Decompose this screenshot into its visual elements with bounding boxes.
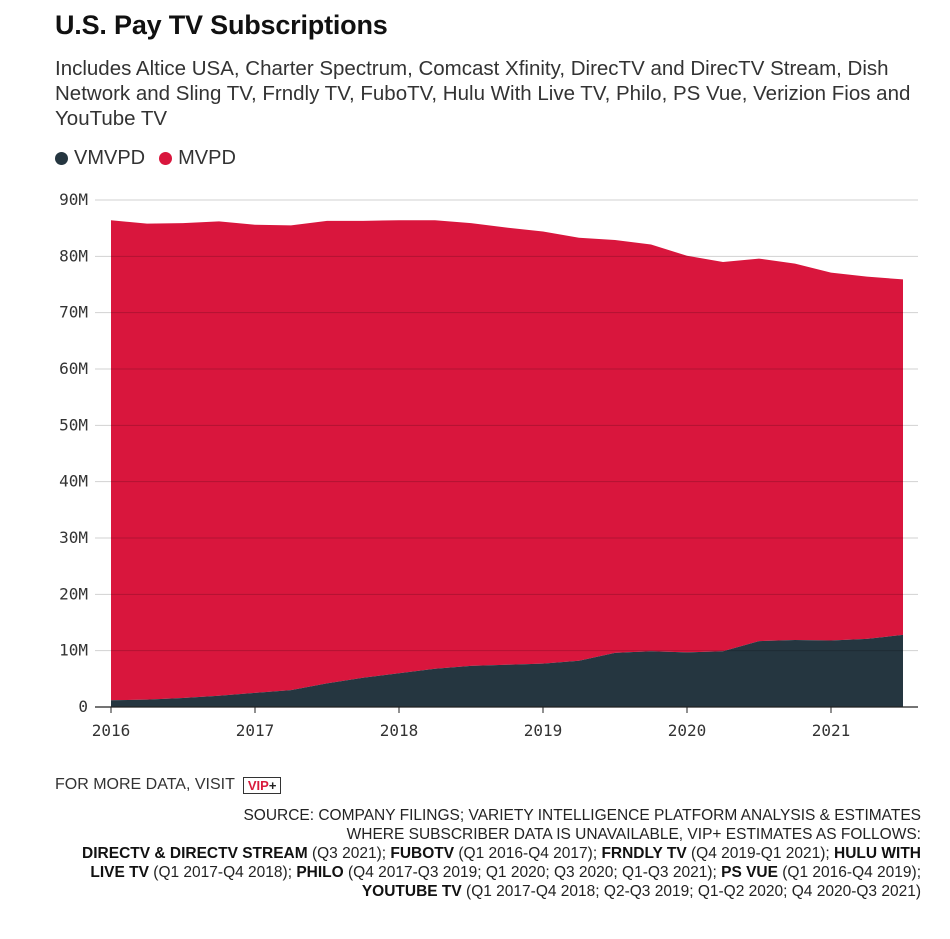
chart-title: U.S. Pay TV Subscriptions	[55, 10, 388, 40]
note-detail: (Q4 2017-Q3 2019; Q1 2020; Q3 2020; Q1-Q…	[343, 864, 722, 881]
y-tick-label: 10M	[59, 641, 88, 660]
x-tick-label: 2021	[812, 721, 851, 740]
note-name: DIRECTV & DIRECTV STREAM	[82, 845, 308, 862]
x-tick-label: 2016	[92, 721, 131, 740]
note-detail: (Q1 2017-Q4 2018);	[148, 864, 297, 881]
chart-subtitle: Includes Altice USA, Charter Spectrum, C…	[55, 57, 911, 130]
x-tick-label: 2020	[668, 721, 707, 740]
source-notes: SOURCE: COMPANY FILINGS; VARIETY INTELLI…	[61, 806, 921, 901]
legend-swatch-vmvpd	[55, 152, 68, 165]
legend-item-mvpd: MVPD	[159, 147, 236, 170]
y-tick-label: 50M	[59, 415, 88, 434]
note-name: HULU WITH LIVE TV	[90, 845, 921, 881]
note-name: FRNDLY TV	[601, 845, 687, 862]
more-data-label: FOR MORE DATA, VISIT	[55, 776, 235, 793]
source-line-2: WHERE SUBSCRIBER DATA IS UNAVAILABLE, VI…	[346, 826, 921, 843]
x-tick-label: 2019	[524, 721, 563, 740]
legend: VMVPD MVPD	[55, 147, 250, 170]
note-name: YOUTUBE TV	[361, 883, 462, 900]
vip-text: VIP	[247, 777, 269, 793]
legend-item-vmvpd: VMVPD	[55, 147, 145, 170]
more-data-row: FOR MORE DATA, VISIT VIP+	[55, 776, 282, 794]
note-name: FUBOTV	[390, 845, 455, 862]
y-tick-label: 60M	[59, 359, 88, 378]
vmvpd-area	[111, 634, 903, 707]
y-tick-label: 80M	[59, 246, 88, 265]
estimate-notes: DIRECTV & DIRECTV STREAM (Q3 2021); FUBO…	[61, 844, 921, 901]
note-name: PS VUE	[721, 864, 778, 881]
y-tick-label: 0	[78, 697, 88, 716]
mvpd-area	[111, 220, 903, 701]
legend-swatch-mvpd	[159, 152, 173, 165]
note-detail: (Q1 2016-Q4 2017);	[454, 845, 602, 862]
x-tick-label: 2018	[380, 721, 419, 740]
y-tick-label: 20M	[59, 584, 88, 603]
stacked-area-chart: 0 10M 20M 30M 40M 50M 60M 70M 80M 90M 2016 2017 2018…	[59, 190, 918, 740]
note-detail: (Q3 2021);	[307, 845, 391, 862]
note-detail: (Q1 2016-Q4 2019);	[777, 864, 921, 881]
y-tick-label: 30M	[59, 528, 88, 547]
y-tick-label: 90M	[59, 190, 88, 209]
vip-plus-text: +	[268, 777, 277, 793]
legend-label-vmvpd: VMVPD	[74, 147, 146, 169]
legend-label-mvpd: MVPD	[178, 147, 236, 169]
note-name: PHILO	[296, 864, 344, 881]
vip-plus-link[interactable]: VIP+	[242, 776, 282, 794]
x-tick-label: 2017	[236, 721, 275, 740]
note-detail: (Q1 2017-Q4 2018; Q2-Q3 2019; Q1-Q2 2020…	[461, 883, 921, 900]
source-line-1: SOURCE: COMPANY FILINGS; VARIETY INTELLI…	[243, 807, 921, 824]
y-tick-label: 70M	[59, 303, 88, 322]
y-tick-label: 40M	[59, 472, 88, 491]
note-detail: (Q4 2019-Q1 2021);	[686, 845, 835, 862]
